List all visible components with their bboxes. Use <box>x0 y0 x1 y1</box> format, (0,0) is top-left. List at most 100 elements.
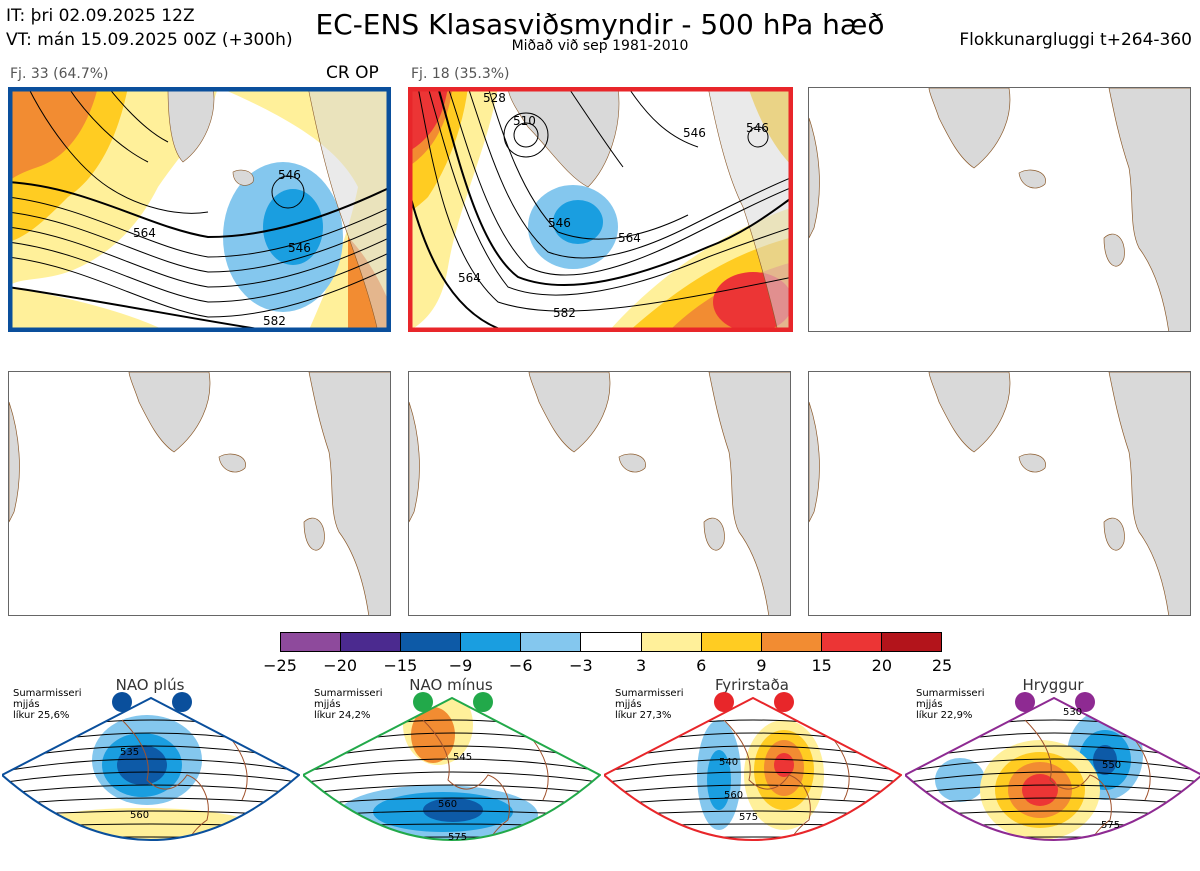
contour-label: 564 <box>458 271 481 285</box>
colorbar-tick-label: 9 <box>756 656 767 675</box>
height-contour <box>303 784 600 796</box>
colorbar-tick-label: −20 <box>323 656 358 675</box>
height-contour <box>905 784 1200 796</box>
regime-info: Sumarmisseri mjjás líkur 25,6% <box>13 688 81 721</box>
colorbar-segment <box>701 633 762 651</box>
colorbar-tick-label: 3 <box>635 656 647 675</box>
height-contour <box>303 771 600 785</box>
contour-label: 564 <box>133 226 156 240</box>
regime-contour-label: 575 <box>739 812 758 823</box>
cluster-4-map[interactable] <box>8 371 391 616</box>
colorbar-segment <box>461 633 522 651</box>
colorbar-segment <box>341 633 402 651</box>
height-contour <box>2 771 299 785</box>
colorbar-tick-label: 20 <box>871 656 892 675</box>
regime-info-line: Sumarmisseri <box>615 688 684 699</box>
contour-label: 546 <box>288 241 311 255</box>
height-contour <box>604 823 901 829</box>
anomaly-area <box>935 758 985 802</box>
contour-label: 546 <box>683 126 706 140</box>
cluster-2-map[interactable]: 510 546 546 564 564 582 528 546 <box>408 87 793 332</box>
regime-info-line: Sumarmisseri <box>916 688 985 699</box>
cluster-2-label: Fj. 18 (35.3%) <box>411 66 510 82</box>
cluster-5-map[interactable] <box>408 371 791 616</box>
regime-title: NAO plús <box>115 676 185 694</box>
anomaly-area <box>22 808 262 840</box>
contour-label: 528 <box>483 91 506 105</box>
colorbar-tick-label: 15 <box>811 656 832 675</box>
regime-info-line: mjjás <box>916 699 943 710</box>
regime-map: 545 560 575 <box>303 692 601 843</box>
regime-marker-dot <box>714 692 734 712</box>
regime-info-line: Sumarmisseri <box>314 688 383 699</box>
regime-info: Sumarmisseri mjjás líkur 24,2% <box>314 688 382 721</box>
height-contour <box>604 719 901 741</box>
regime-info-line: mjjás <box>314 699 341 710</box>
contour-label: 546 <box>278 168 301 182</box>
colorbar-segment <box>761 633 822 651</box>
regime-map: 530 550 575 <box>905 692 1200 867</box>
contour-label: 582 <box>553 306 576 320</box>
anomaly-area <box>117 745 167 785</box>
cluster-3-map[interactable] <box>808 87 1191 332</box>
contour-label: 546 <box>746 121 769 135</box>
regime-map: 540 560 575 <box>604 692 902 841</box>
page-title: EC-ENS Klasasviðsmyndir - 500 hPa hæð <box>315 8 885 41</box>
height-contour <box>604 784 901 796</box>
regime-info: Sumarmisseri mjjás líkur 27,3% <box>615 688 683 721</box>
regime-title: NAO mínus <box>409 676 493 694</box>
colorbar-segment <box>821 633 882 651</box>
colorbar-tick-label: −25 <box>263 656 297 675</box>
colorbar-tick-label: −9 <box>448 656 473 675</box>
height-contour <box>604 758 901 774</box>
colorbar-tick-label: −15 <box>383 656 418 675</box>
anomaly-area <box>1020 853 1050 867</box>
regime-border <box>604 696 902 841</box>
regime-contour-label: 575 <box>1101 820 1120 831</box>
anomaly-area <box>1022 774 1058 806</box>
regime-marker-dot <box>473 692 493 712</box>
height-contour <box>303 758 600 774</box>
regime-map: 535 560 <box>2 692 300 841</box>
cluster-1-label: Fj. 33 (64.7%) <box>10 66 109 82</box>
height-contour <box>2 784 299 796</box>
regime-info-line: líkur 25,6% <box>13 710 70 721</box>
contour-label: 546 <box>548 216 571 230</box>
colorbar-tick-label: −3 <box>569 656 593 675</box>
height-contour <box>604 771 901 785</box>
colorbar-segment <box>401 633 462 651</box>
anomaly-area <box>774 753 794 777</box>
regime-title: Hryggur <box>1022 676 1084 694</box>
valid-time: VT: mán 15.09.2025 00Z (+300h) <box>6 30 293 50</box>
colorbar-segment <box>641 633 702 651</box>
regime-border <box>905 696 1200 841</box>
anomaly-colorbar <box>280 632 942 652</box>
height-contour <box>604 836 901 840</box>
coastline <box>422 719 549 840</box>
cluster-1-map[interactable]: 546 564 582 546 <box>8 87 391 332</box>
page-subtitle: Miðað við sep 1981-2010 <box>511 38 689 54</box>
regime-contour-label: 575 <box>448 832 467 843</box>
regime-marker-dot <box>774 692 794 712</box>
classification-window: Flokkunargluggi t+264-360 <box>959 30 1192 50</box>
regime-contour-label: 560 <box>438 799 457 810</box>
regime-marker-dot <box>112 692 132 712</box>
regime-contour-label: 535 <box>120 747 139 758</box>
contour-label: 582 <box>263 314 286 328</box>
regime-contour-label: 545 <box>453 752 472 763</box>
regime-border <box>303 696 601 841</box>
regime-marker-dot <box>172 692 192 712</box>
run-info: IT: þri 02.09.2025 12Z VT: mán 15.09.202… <box>6 4 293 52</box>
height-contour <box>905 771 1200 785</box>
coastline <box>723 719 850 840</box>
colorbar-segment <box>281 633 342 651</box>
colorbar-tick-label: 25 <box>931 656 953 675</box>
regime-title: Fyrirstaða <box>715 676 789 694</box>
regime-contour-label: 560 <box>724 790 743 801</box>
regime-contour-label: 540 <box>719 757 738 768</box>
regime-border <box>2 696 300 841</box>
regime-marker-dot <box>1075 692 1095 712</box>
cluster-6-map[interactable] <box>808 371 1191 616</box>
regime-contour-label: 530 <box>1063 707 1082 718</box>
coastline <box>121 719 248 840</box>
